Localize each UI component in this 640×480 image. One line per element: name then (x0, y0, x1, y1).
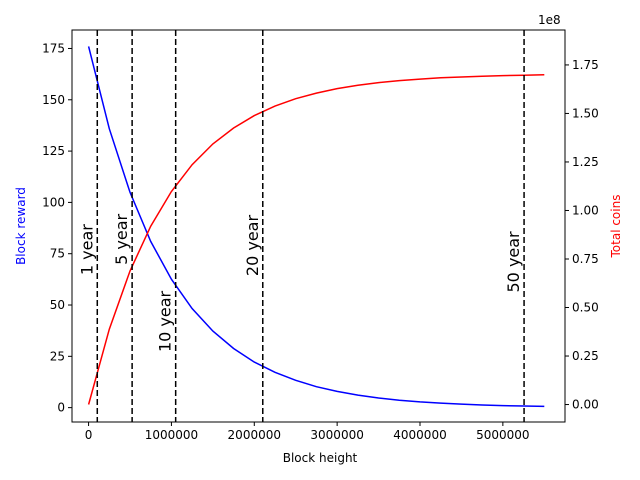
x-tick-label-2: 2000000 (228, 428, 281, 442)
plot-frame (71, 29, 566, 423)
left-tick-label-3: 75 (50, 247, 65, 261)
marker-label-5: 50 year (504, 231, 523, 293)
right-axis-ticks: 0.00 0.25 0.50 0.75 1.00 1.25 1.50 1.75 (565, 58, 599, 412)
x-axis-ticks: 0 1000000 2000000 3000000 4000000 5000000 (85, 422, 530, 442)
x-axis-label: Block height (283, 451, 358, 465)
left-axis-ticks: 0 25 50 75 100 125 150 175 (42, 41, 72, 415)
marker-label-4: 20 year (243, 215, 262, 277)
left-tick-label-4: 100 (42, 195, 65, 209)
x-tick-label-3: 3000000 (310, 428, 363, 442)
marker-label-2: 5 year (112, 213, 131, 264)
right-tick-label-2: 0.50 (572, 301, 599, 315)
left-tick-label-0: 0 (57, 401, 65, 415)
right-tick-label-3: 0.75 (572, 252, 599, 266)
left-tick-label-5: 125 (42, 144, 65, 158)
left-tick-label-7: 175 (42, 41, 65, 55)
marker-label-3: 10 year (156, 290, 175, 352)
left-tick-label-1: 25 (50, 349, 65, 363)
marker-label-1: 1 year (77, 224, 96, 275)
right-tick-label-4: 1.00 (572, 203, 599, 217)
right-tick-label-1: 0.25 (572, 349, 599, 363)
right-tick-label-5: 1.25 (572, 155, 599, 169)
right-tick-label-0: 0.00 (572, 398, 599, 412)
right-tick-label-6: 1.50 (572, 106, 599, 120)
right-tick-label-7: 1.75 (572, 58, 599, 72)
right-axis-label: Total coins (609, 195, 623, 259)
block-reward-line (87, 46, 545, 408)
left-tick-label-2: 50 (50, 298, 65, 312)
x-tick-label-5: 5000000 (476, 428, 529, 442)
x-tick-label-0: 0 (85, 428, 93, 442)
total-coins-line (87, 74, 545, 405)
plot-area: 1 year 5 year 10 year 20 year 50 year (71, 29, 566, 423)
x-tick-label-4: 4000000 (393, 428, 446, 442)
right-axis-multiplier: 1e8 (538, 13, 561, 27)
x-tick-label-1: 1000000 (145, 428, 198, 442)
left-axis-label: Block reward (14, 187, 28, 265)
left-tick-label-6: 150 (42, 93, 65, 107)
